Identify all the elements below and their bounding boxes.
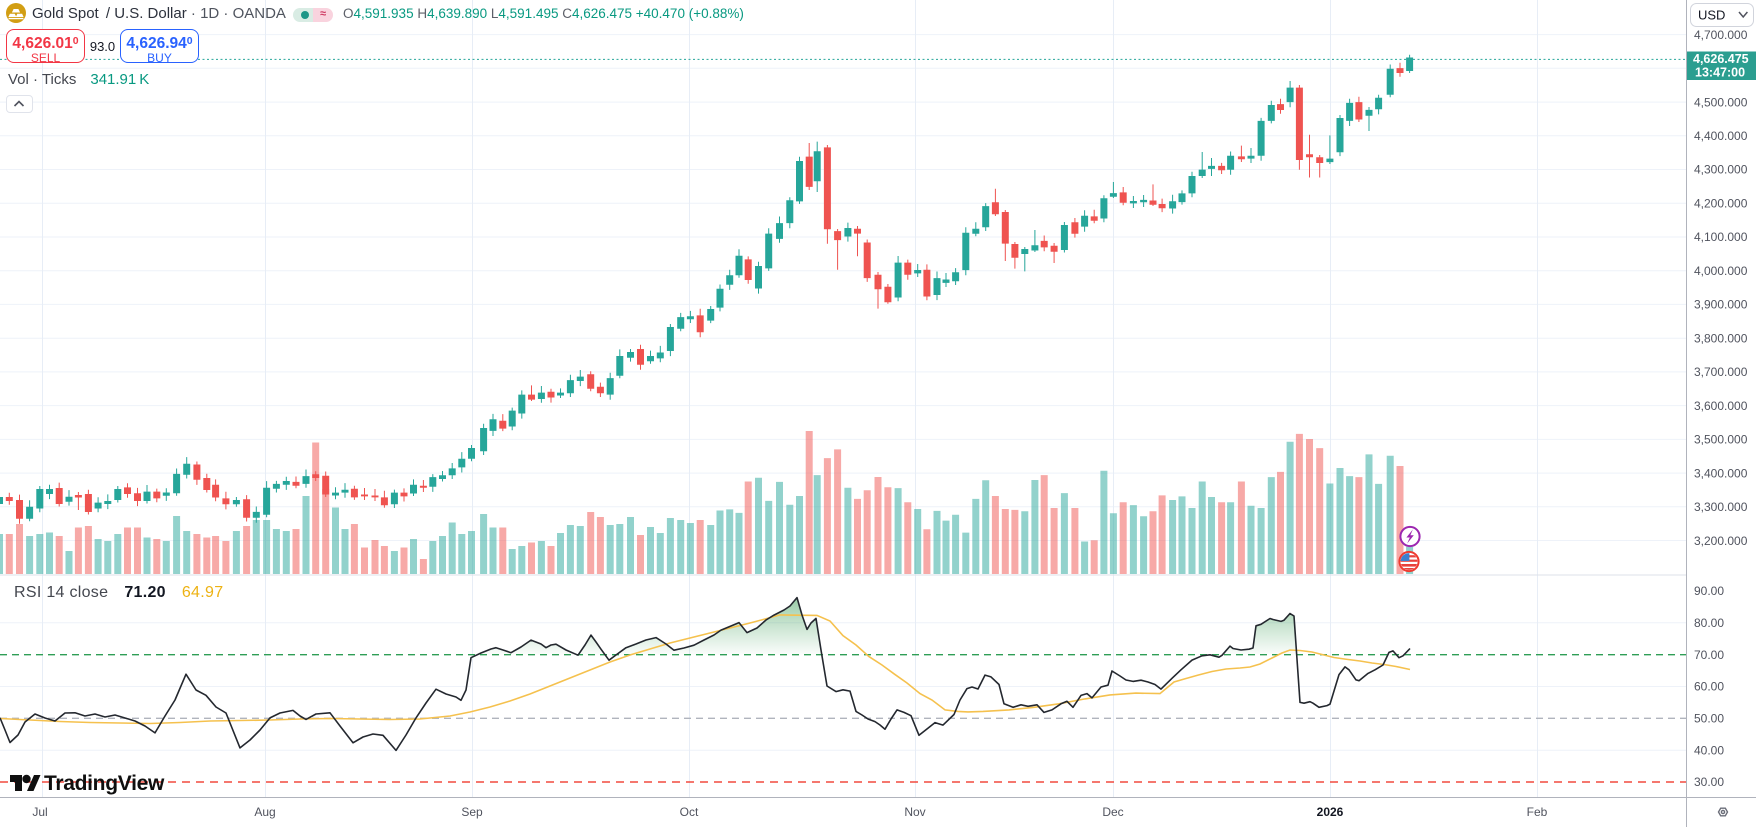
svg-text:3,600.000: 3,600.000 xyxy=(1694,399,1748,413)
svg-text:3,800.000: 3,800.000 xyxy=(1694,331,1748,345)
svg-text:3,300.000: 3,300.000 xyxy=(1694,500,1748,514)
svg-text:30.00: 30.00 xyxy=(1694,775,1724,789)
svg-text:TradingView: TradingView xyxy=(44,772,165,795)
svg-text:3,900.000: 3,900.000 xyxy=(1694,298,1748,312)
svg-text:2026: 2026 xyxy=(1317,805,1344,819)
svg-text:3,400.000: 3,400.000 xyxy=(1694,466,1748,480)
svg-text:Feb: Feb xyxy=(1527,805,1548,819)
svg-text:4,400.000: 4,400.000 xyxy=(1694,129,1748,143)
svg-text:3,200.000: 3,200.000 xyxy=(1694,534,1748,548)
svg-text:Sep: Sep xyxy=(461,805,483,819)
svg-text:4,626.475: 4,626.475 xyxy=(1693,52,1749,66)
svg-text:40.00: 40.00 xyxy=(1694,743,1724,757)
svg-text:3,700.000: 3,700.000 xyxy=(1694,365,1748,379)
svg-text:60.00: 60.00 xyxy=(1694,680,1724,694)
svg-text:USD: USD xyxy=(1698,8,1725,23)
svg-text:4,100.000: 4,100.000 xyxy=(1694,230,1748,244)
svg-text:4,500.000: 4,500.000 xyxy=(1694,95,1748,109)
svg-text:4,300.000: 4,300.000 xyxy=(1694,163,1748,177)
svg-text:Jul: Jul xyxy=(32,805,47,819)
svg-text:90.00: 90.00 xyxy=(1694,584,1724,598)
svg-text:13:47:00: 13:47:00 xyxy=(1695,66,1745,80)
svg-text:Oct: Oct xyxy=(680,805,699,819)
svg-text:4,200.000: 4,200.000 xyxy=(1694,196,1748,210)
svg-text:Nov: Nov xyxy=(904,805,925,819)
svg-text:3,500.000: 3,500.000 xyxy=(1694,433,1748,447)
svg-text:Aug: Aug xyxy=(254,805,275,819)
svg-text:70.00: 70.00 xyxy=(1694,648,1724,662)
svg-text:4,000.000: 4,000.000 xyxy=(1694,264,1748,278)
svg-text:Dec: Dec xyxy=(1102,805,1123,819)
svg-text:50.00: 50.00 xyxy=(1694,712,1724,726)
svg-text:80.00: 80.00 xyxy=(1694,616,1724,630)
svg-text:4,700.000: 4,700.000 xyxy=(1694,28,1748,42)
